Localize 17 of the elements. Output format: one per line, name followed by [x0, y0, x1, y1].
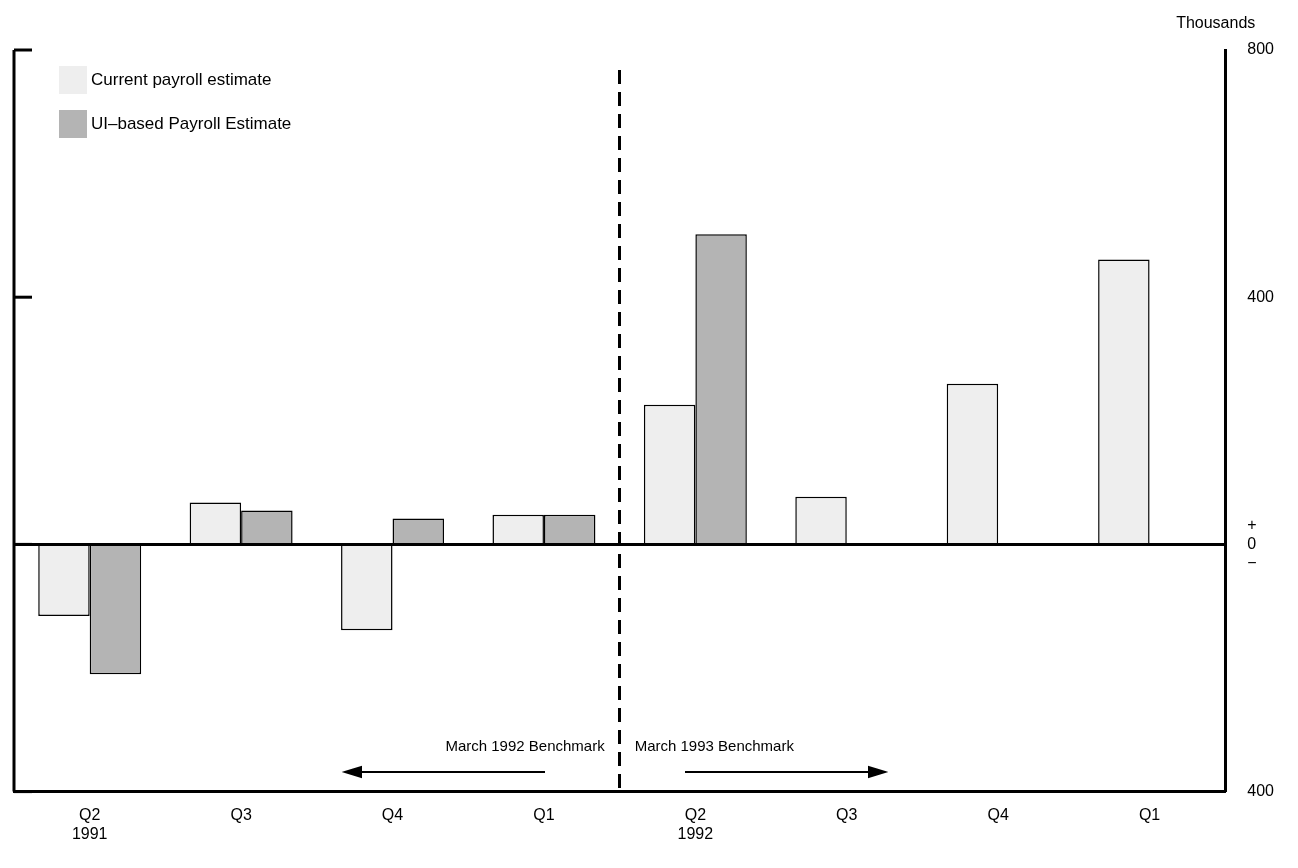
x-tick-label: Q4 [381, 805, 404, 823]
x-tick-label: Q3 [230, 805, 252, 823]
x-tick-label: Q1 [1138, 805, 1161, 823]
x-tick-label: Q3 [836, 805, 858, 823]
legend-label: Current payroll estimate [91, 69, 272, 89]
legend-label: UI–based Payroll Estimate [91, 113, 292, 133]
x-tick-label: Q4 [987, 805, 1009, 823]
y-axis-title: Thousands [1176, 14, 1256, 32]
y-tick-label: 800 [1247, 40, 1275, 58]
annotation: March 1993 Benchmark [634, 736, 795, 754]
x-tick-label: Q2 1991 [71, 805, 108, 842]
x-tick-label: Q1 [533, 805, 555, 823]
y-tick-label: 400 [1247, 287, 1275, 305]
y-tick-label: + 0 − [1247, 515, 1257, 572]
x-tick-label: Q2 1992 [677, 805, 714, 842]
y-tick-label: 400 [1247, 782, 1275, 800]
annotation: March 1992 Benchmark [445, 736, 606, 754]
